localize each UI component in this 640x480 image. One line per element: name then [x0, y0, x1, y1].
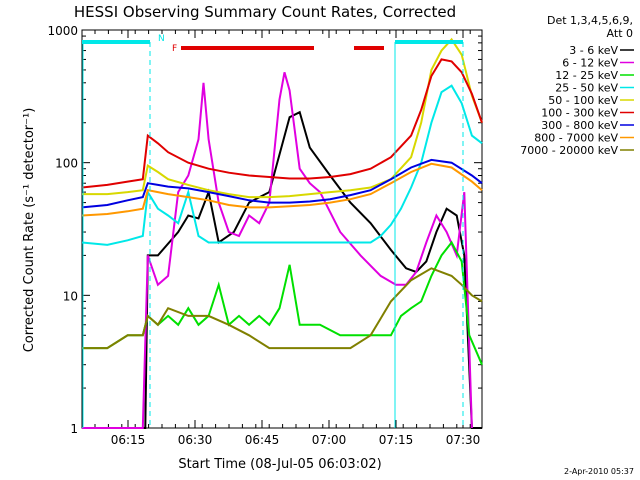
- legend-label-0: 3 - 6 keV: [569, 44, 618, 57]
- legend-label-8: 7000 - 20000 keV: [520, 144, 618, 157]
- x-tick-label: 06:45: [245, 433, 280, 447]
- x-tick-label: 07:15: [379, 433, 414, 447]
- legend-label-4: 50 - 100 keV: [548, 94, 618, 107]
- y-tick-label: 10: [63, 289, 78, 303]
- plot-frame: [81, 29, 483, 429]
- series-line-5: [81, 58, 483, 189]
- legend-header-1: Det 1,3,4,5,6,9,: [547, 14, 633, 27]
- y-axis-label: Corrected Count Rate (s⁻¹ detector⁻¹): [22, 108, 37, 353]
- legend-label-3: 25 - 50 keV: [555, 82, 618, 95]
- series-line-3: [81, 84, 483, 246]
- x-tick-label: 06:30: [178, 433, 213, 447]
- y-tick-label: 1000: [47, 24, 78, 38]
- flag-label-0: N: [158, 34, 165, 44]
- series-line-8: [82, 267, 483, 350]
- legend-label-6: 300 - 800 keV: [541, 119, 618, 132]
- y-tick-label: 100: [55, 157, 78, 171]
- x-tick-label: 07:30: [446, 433, 481, 447]
- legend-header-2: Att 0: [607, 27, 633, 40]
- x-axis-label: Start Time (08-Jul-05 06:03:02): [178, 457, 381, 472]
- legend-label-5: 100 - 300 keV: [541, 107, 618, 120]
- x-tick-label: 07:00: [312, 433, 347, 447]
- chart-title: HESSI Observing Summary Count Rates, Cor…: [74, 3, 456, 21]
- series-layer: [81, 37, 483, 429]
- flag-label-1: F: [172, 44, 177, 54]
- series-line-4: [82, 37, 483, 199]
- flags-layer: NF: [82, 34, 464, 428]
- series-line-1: [82, 72, 473, 429]
- series-line-2: [82, 240, 483, 366]
- series-line-7: [81, 162, 483, 217]
- legend-label-2: 12 - 25 keV: [555, 69, 618, 82]
- y-tick-label: 1: [70, 422, 78, 436]
- series-line-6: [81, 158, 483, 209]
- legend-label-1: 6 - 12 keV: [562, 57, 618, 70]
- x-tick-label: 06:15: [111, 433, 146, 447]
- legend-label-7: 800 - 7000 keV: [534, 132, 618, 145]
- axes: 1 10 100 1000 06:15 06:30 06:45 07:00 07:15 07:30: [47, 24, 482, 447]
- footer-timestamp: 2-Apr-2010 05:37: [564, 467, 634, 476]
